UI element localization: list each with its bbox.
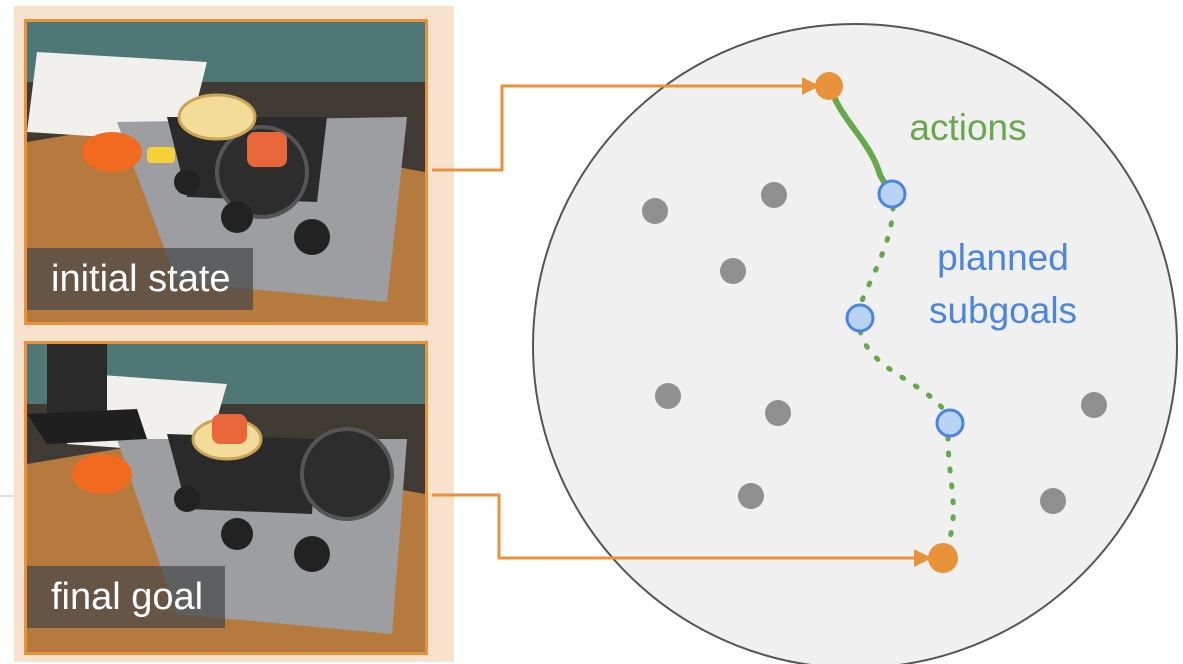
state-dot: [642, 198, 668, 224]
initial-state-caption: initial state: [27, 248, 253, 310]
state-dots: [642, 182, 1107, 514]
action-trajectory: [827, 83, 894, 197]
initial-state-arrow: [432, 77, 820, 172]
state-dot: [1081, 392, 1107, 418]
subgoal-node: [935, 408, 965, 438]
state-dot: [655, 383, 681, 409]
initial-state-image: initial state: [24, 19, 428, 325]
subgoal-node: [845, 303, 875, 333]
final-goal-image: final goal: [24, 341, 428, 655]
subgoal-node: [877, 179, 907, 209]
final-goal-node: [928, 543, 958, 573]
subgoals-label-line1: planned: [937, 237, 1069, 278]
state-dot: [738, 483, 764, 509]
planned-path-segment: [857, 328, 947, 413]
planned-path-segment: [858, 204, 896, 306]
planned-path: [857, 204, 956, 547]
state-dot: [765, 400, 791, 426]
planned-path-segment: [945, 434, 956, 547]
state-dot: [761, 182, 787, 208]
subgoals-label-line2: subgoals: [929, 290, 1077, 331]
final-goal-arrow: [432, 493, 932, 567]
state-space-circle: [532, 23, 1178, 664]
final-goal-caption: final goal: [27, 566, 226, 628]
initial-state-node: [815, 72, 843, 100]
actions-label: actions: [909, 107, 1026, 148]
state-dot: [720, 258, 746, 284]
state-dot: [1040, 488, 1066, 514]
